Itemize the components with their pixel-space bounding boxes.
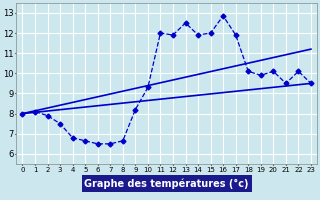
X-axis label: Graphe des températures (°c): Graphe des températures (°c) <box>84 178 249 189</box>
